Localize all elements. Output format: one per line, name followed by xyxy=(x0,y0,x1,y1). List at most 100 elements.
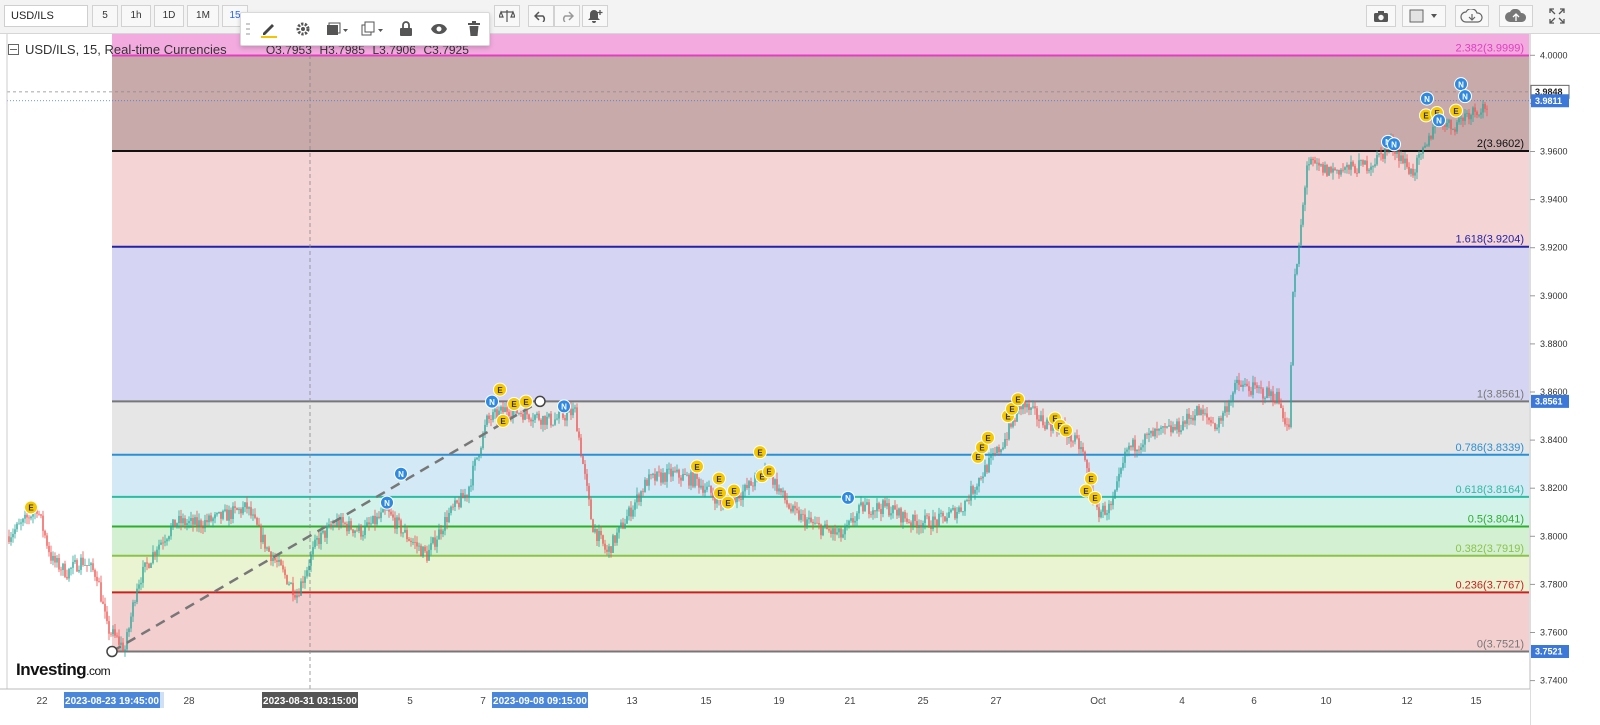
candle-body xyxy=(912,514,914,526)
candle-body xyxy=(1358,160,1360,174)
fib-zone-0 xyxy=(112,592,1529,652)
candle-body xyxy=(408,539,410,541)
candle-body xyxy=(1170,425,1172,433)
candle-body xyxy=(288,583,290,585)
candle-body xyxy=(1338,169,1340,175)
undo-icon[interactable] xyxy=(528,5,554,27)
symbol-search-input[interactable]: USD/ILS xyxy=(4,5,88,27)
candle-body xyxy=(148,563,150,568)
candle-body xyxy=(1022,401,1024,410)
candle-body xyxy=(1474,107,1476,112)
candle-body xyxy=(750,481,752,486)
time-axis[interactable]: 22 28 5 7 13 15 19 21 25 27 Oct 4 6 10 12 15 2023-08-23 … xyxy=(0,688,1530,725)
layout-icon[interactable] xyxy=(1402,5,1446,27)
candle-body xyxy=(522,414,524,420)
candle-body xyxy=(298,595,300,597)
candle-body xyxy=(1340,169,1342,175)
candle-body xyxy=(1434,126,1436,128)
price-chart[interactable]: 0(3.7521) 0.236(3.7767) 0.382(3.7919) 0.5(3… xyxy=(0,34,1600,725)
candle-body xyxy=(306,570,308,577)
candle-body xyxy=(1362,160,1364,165)
candle-body xyxy=(470,485,472,487)
candle-body xyxy=(1226,406,1228,412)
cloud-load-icon[interactable] xyxy=(1455,5,1489,27)
time-tick-label: 13 xyxy=(626,696,638,707)
fibonacci-retracement[interactable]: 0(3.7521) 0.236(3.7767) 0.382(3.7919) 0.5(3… xyxy=(112,34,1529,653)
candle-body xyxy=(1376,155,1378,165)
clone-icon[interactable] xyxy=(356,16,388,42)
candle-body xyxy=(1430,135,1432,139)
pencil-icon[interactable] xyxy=(254,16,284,42)
timeframe-5-button[interactable]: 5 xyxy=(92,5,118,27)
lock-icon[interactable] xyxy=(391,16,421,42)
candle-body xyxy=(654,473,656,481)
timeframe-1h-button[interactable]: 1h xyxy=(121,5,151,27)
candle-body xyxy=(318,538,320,545)
candle-body xyxy=(556,418,558,420)
legend-close: C3.7925 xyxy=(423,43,469,57)
gear-icon[interactable] xyxy=(288,16,318,42)
alert-icon[interactable] xyxy=(582,5,608,27)
candle-body xyxy=(1222,412,1224,421)
template-icon[interactable] xyxy=(321,16,353,42)
candle-body xyxy=(1176,421,1178,430)
candle-body xyxy=(586,473,588,486)
candle-body xyxy=(1174,427,1176,430)
candle-body xyxy=(546,416,548,425)
timeframe-1m-button[interactable]: 1M xyxy=(187,5,219,27)
candle-body xyxy=(490,418,492,420)
candle-body xyxy=(600,530,602,536)
chart-grid xyxy=(6,34,1529,689)
marker-circle xyxy=(394,466,408,481)
marker-letter: E xyxy=(1009,405,1015,414)
candle-body xyxy=(1104,505,1106,515)
compare-icon[interactable] xyxy=(494,5,520,27)
candle-body xyxy=(442,530,444,535)
candle-body xyxy=(1384,148,1386,159)
trash-icon[interactable] xyxy=(459,16,489,42)
candle-body xyxy=(146,562,148,564)
candle-body xyxy=(590,499,592,520)
cloud-save-icon[interactable] xyxy=(1499,5,1533,27)
candle-body xyxy=(822,527,824,536)
drag-handle-icon[interactable] xyxy=(243,16,253,42)
collapse-icon[interactable] xyxy=(8,44,19,55)
marker-letter: N xyxy=(845,494,851,503)
candle-body xyxy=(842,534,844,538)
candle-body xyxy=(184,518,186,526)
redo-icon[interactable] xyxy=(554,5,580,27)
candle-body xyxy=(406,529,408,540)
candle-body xyxy=(1394,150,1396,154)
candle-body xyxy=(844,526,846,535)
fullscreen-icon[interactable] xyxy=(1543,5,1571,27)
candle-body xyxy=(1308,164,1310,166)
timeframe-1d-button[interactable]: 1D xyxy=(154,5,184,27)
candle-body xyxy=(242,507,244,514)
candle-body xyxy=(448,512,450,523)
candle-body xyxy=(1126,449,1128,452)
candle-body xyxy=(1080,447,1082,450)
candle-body xyxy=(482,433,484,448)
candle-body xyxy=(1016,409,1018,422)
candle-body xyxy=(154,552,156,556)
price-axis[interactable]: 3.7400 3.7600 3.7800 3.8000 3.8200 3.8400 3.86… xyxy=(1529,34,1600,725)
news-marker: N xyxy=(557,399,571,414)
candle-body xyxy=(1206,413,1208,418)
eye-icon[interactable] xyxy=(424,16,454,42)
candle-body xyxy=(978,478,980,487)
candle-body xyxy=(214,514,216,519)
candle-body xyxy=(1286,424,1288,426)
candle-body xyxy=(1138,449,1140,451)
camera-icon[interactable] xyxy=(1366,5,1396,27)
candle-body xyxy=(966,500,968,502)
candle-body xyxy=(688,474,690,486)
candle-body xyxy=(704,489,706,493)
candle-body xyxy=(1072,441,1074,443)
price-tick-label: 4.0000 xyxy=(1540,50,1568,60)
candle-body xyxy=(1218,417,1220,428)
candle-body xyxy=(1284,418,1286,425)
marker-circle xyxy=(1449,103,1463,118)
news-marker: N xyxy=(485,394,499,409)
fib-label-0.618: 0.618(3.8164) xyxy=(1456,484,1525,496)
legend-low: L3.7906 xyxy=(372,43,416,57)
